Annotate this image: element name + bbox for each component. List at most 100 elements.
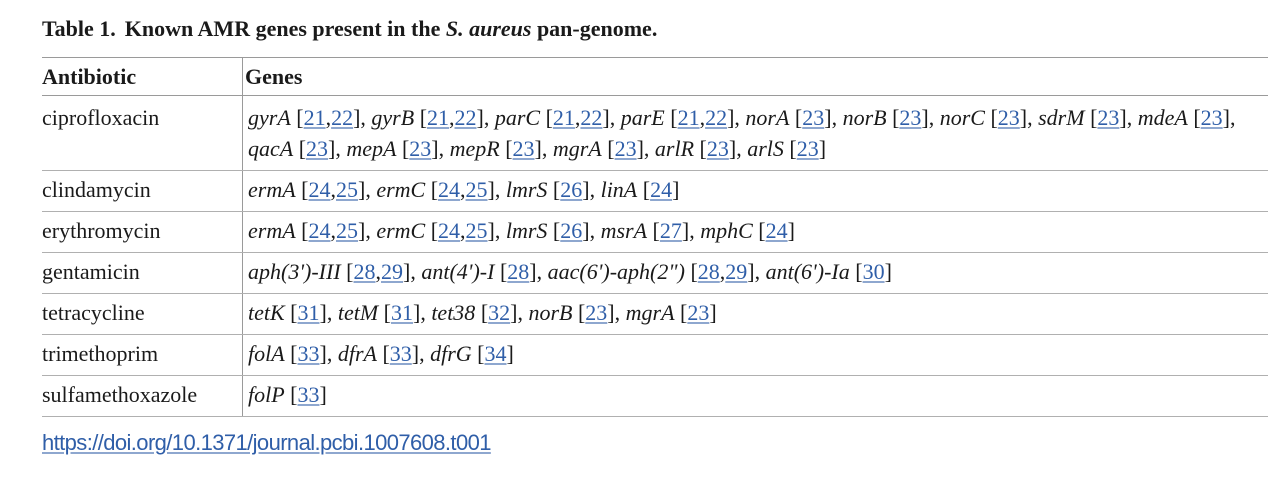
- gene-name: gyrB: [371, 105, 415, 130]
- reference-link[interactable]: 28: [507, 259, 530, 284]
- gene-name: mgrA: [625, 300, 675, 325]
- reference-link[interactable]: 23: [706, 136, 729, 161]
- gene-name: folP: [248, 382, 285, 407]
- antibiotic-cell: ciprofloxacin: [42, 95, 243, 171]
- gene-name: sdrM: [1038, 105, 1085, 130]
- antibiotic-cell: gentamicin: [42, 252, 243, 294]
- reference-link[interactable]: 32: [488, 300, 511, 325]
- gene-name: arlR: [654, 136, 695, 161]
- reference-link[interactable]: 24: [438, 218, 461, 243]
- reference-link[interactable]: 23: [1097, 105, 1120, 130]
- reference-link[interactable]: 29: [381, 259, 403, 284]
- reference-link[interactable]: 30: [862, 259, 885, 284]
- table-label: Table 1.: [42, 16, 116, 41]
- table-caption: Table 1. Known AMR genes present in the S…: [42, 14, 1268, 44]
- reference-link[interactable]: 23: [1200, 105, 1223, 130]
- reference-link[interactable]: 33: [297, 382, 320, 407]
- gene-name: mepA: [346, 136, 397, 161]
- reference-link[interactable]: 26: [560, 177, 583, 202]
- reference-link[interactable]: 23: [306, 136, 329, 161]
- genes-cell: folP [33]: [242, 375, 1268, 417]
- gene-name: parC: [494, 105, 541, 130]
- reference-link[interactable]: 24: [308, 177, 331, 202]
- reference-link[interactable]: 31: [390, 300, 413, 325]
- gene-name: parE: [620, 105, 665, 130]
- reference-link[interactable]: 24: [308, 218, 331, 243]
- reference-link[interactable]: 23: [409, 136, 432, 161]
- antibiotic-cell: sulfamethoxazole: [42, 375, 243, 417]
- reference-link[interactable]: 23: [585, 300, 608, 325]
- gene-name: dfrA: [337, 341, 377, 366]
- gene-name: tetM: [337, 300, 379, 325]
- reference-link[interactable]: 25: [465, 218, 488, 243]
- gene-name: norC: [939, 105, 985, 130]
- reference-link[interactable]: 33: [389, 341, 412, 366]
- reference-link[interactable]: 23: [802, 105, 825, 130]
- gene-name: norB: [842, 105, 887, 130]
- antibiotic-cell: tetracycline: [42, 293, 243, 335]
- reference-link[interactable]: 24: [765, 218, 788, 243]
- gene-name: ermA: [248, 218, 296, 243]
- genes-cell: folA [33], dfrA [33], dfrG [34]: [242, 334, 1268, 376]
- reference-link[interactable]: 23: [899, 105, 922, 130]
- genes-cell: gyrA [21,22], gyrB [21,22], parC [21,22]…: [242, 95, 1268, 171]
- gene-name: aac(6')-aph(2"): [547, 259, 685, 284]
- genes-cell: tetK [31], tetM [31], tet38 [32], norB […: [242, 293, 1268, 335]
- column-header-antibiotic: Antibiotic: [42, 57, 243, 96]
- table-row: gentamicin aph(3')-III [28,29], ant(4')-I…: [42, 252, 1268, 294]
- antibiotic-cell: clindamycin: [42, 170, 243, 212]
- gene-name: lmrS: [505, 177, 548, 202]
- reference-link[interactable]: 25: [335, 218, 358, 243]
- gene-name: norA: [745, 105, 790, 130]
- gene-name: ermC: [376, 177, 426, 202]
- reference-link[interactable]: 22: [331, 105, 354, 130]
- reference-link[interactable]: 34: [484, 341, 507, 366]
- reference-link[interactable]: 26: [560, 218, 583, 243]
- gene-name: mgrA: [552, 136, 602, 161]
- reference-link[interactable]: 28: [697, 259, 720, 284]
- antibiotic-cell: trimethoprim: [42, 334, 243, 376]
- reference-link[interactable]: 22: [454, 105, 477, 130]
- gene-name: mepR: [449, 136, 500, 161]
- reference-link[interactable]: 22: [580, 105, 603, 130]
- gene-name: ermC: [376, 218, 426, 243]
- reference-link[interactable]: 23: [687, 300, 710, 325]
- reference-link[interactable]: 22: [705, 105, 728, 130]
- reference-link[interactable]: 31: [297, 300, 320, 325]
- reference-link[interactable]: 21: [677, 105, 700, 130]
- caption-text-before: Known AMR genes present in the: [124, 16, 446, 41]
- genes-cell: ermA [24,25], ermC [24,25], lmrS [26], l…: [242, 170, 1268, 212]
- reference-link[interactable]: 27: [659, 218, 682, 243]
- reference-link[interactable]: 33: [297, 341, 320, 366]
- gene-name: gyrA: [248, 105, 291, 130]
- gene-name: mdeA: [1137, 105, 1188, 130]
- reference-link[interactable]: 23: [796, 136, 819, 161]
- gene-name: aph(3')-III: [248, 259, 341, 284]
- reference-link[interactable]: 21: [427, 105, 450, 130]
- antibiotic-cell: erythromycin: [42, 211, 243, 253]
- table-figure: Table 1. Known AMR genes present in the S…: [42, 14, 1268, 456]
- genes-cell: aph(3')-III [28,29], ant(4')-I [28], aac…: [242, 252, 1268, 294]
- reference-link[interactable]: 25: [465, 177, 488, 202]
- gene-name: ant(4')-I: [421, 259, 495, 284]
- reference-link[interactable]: 21: [303, 105, 326, 130]
- table-row: trimethoprim folA [33], dfrA [33], dfrG […: [42, 334, 1268, 376]
- doi-link[interactable]: https://doi.org/10.1371/journal.pcbi.100…: [42, 430, 491, 455]
- reference-link[interactable]: 23: [512, 136, 535, 161]
- reference-link[interactable]: 24: [650, 177, 673, 202]
- reference-link[interactable]: 24: [438, 177, 461, 202]
- reference-link[interactable]: 28: [353, 259, 376, 284]
- gene-name: tetK: [248, 300, 285, 325]
- reference-link[interactable]: 29: [725, 259, 748, 284]
- reference-link[interactable]: 23: [997, 105, 1020, 130]
- reference-link[interactable]: 25: [335, 177, 358, 202]
- gene-name: dfrG: [430, 341, 472, 366]
- caption-text-after: pan-genome.: [531, 16, 658, 41]
- gene-name: ermA: [248, 177, 296, 202]
- table-body: ciprofloxacin gyrA [21,22], gyrB [21,22],…: [42, 95, 1268, 417]
- reference-link[interactable]: 23: [614, 136, 637, 161]
- gene-name: tet38: [431, 300, 476, 325]
- reference-link[interactable]: 21: [552, 105, 575, 130]
- gene-name: folA: [248, 341, 285, 366]
- gene-name: qacA: [248, 136, 294, 161]
